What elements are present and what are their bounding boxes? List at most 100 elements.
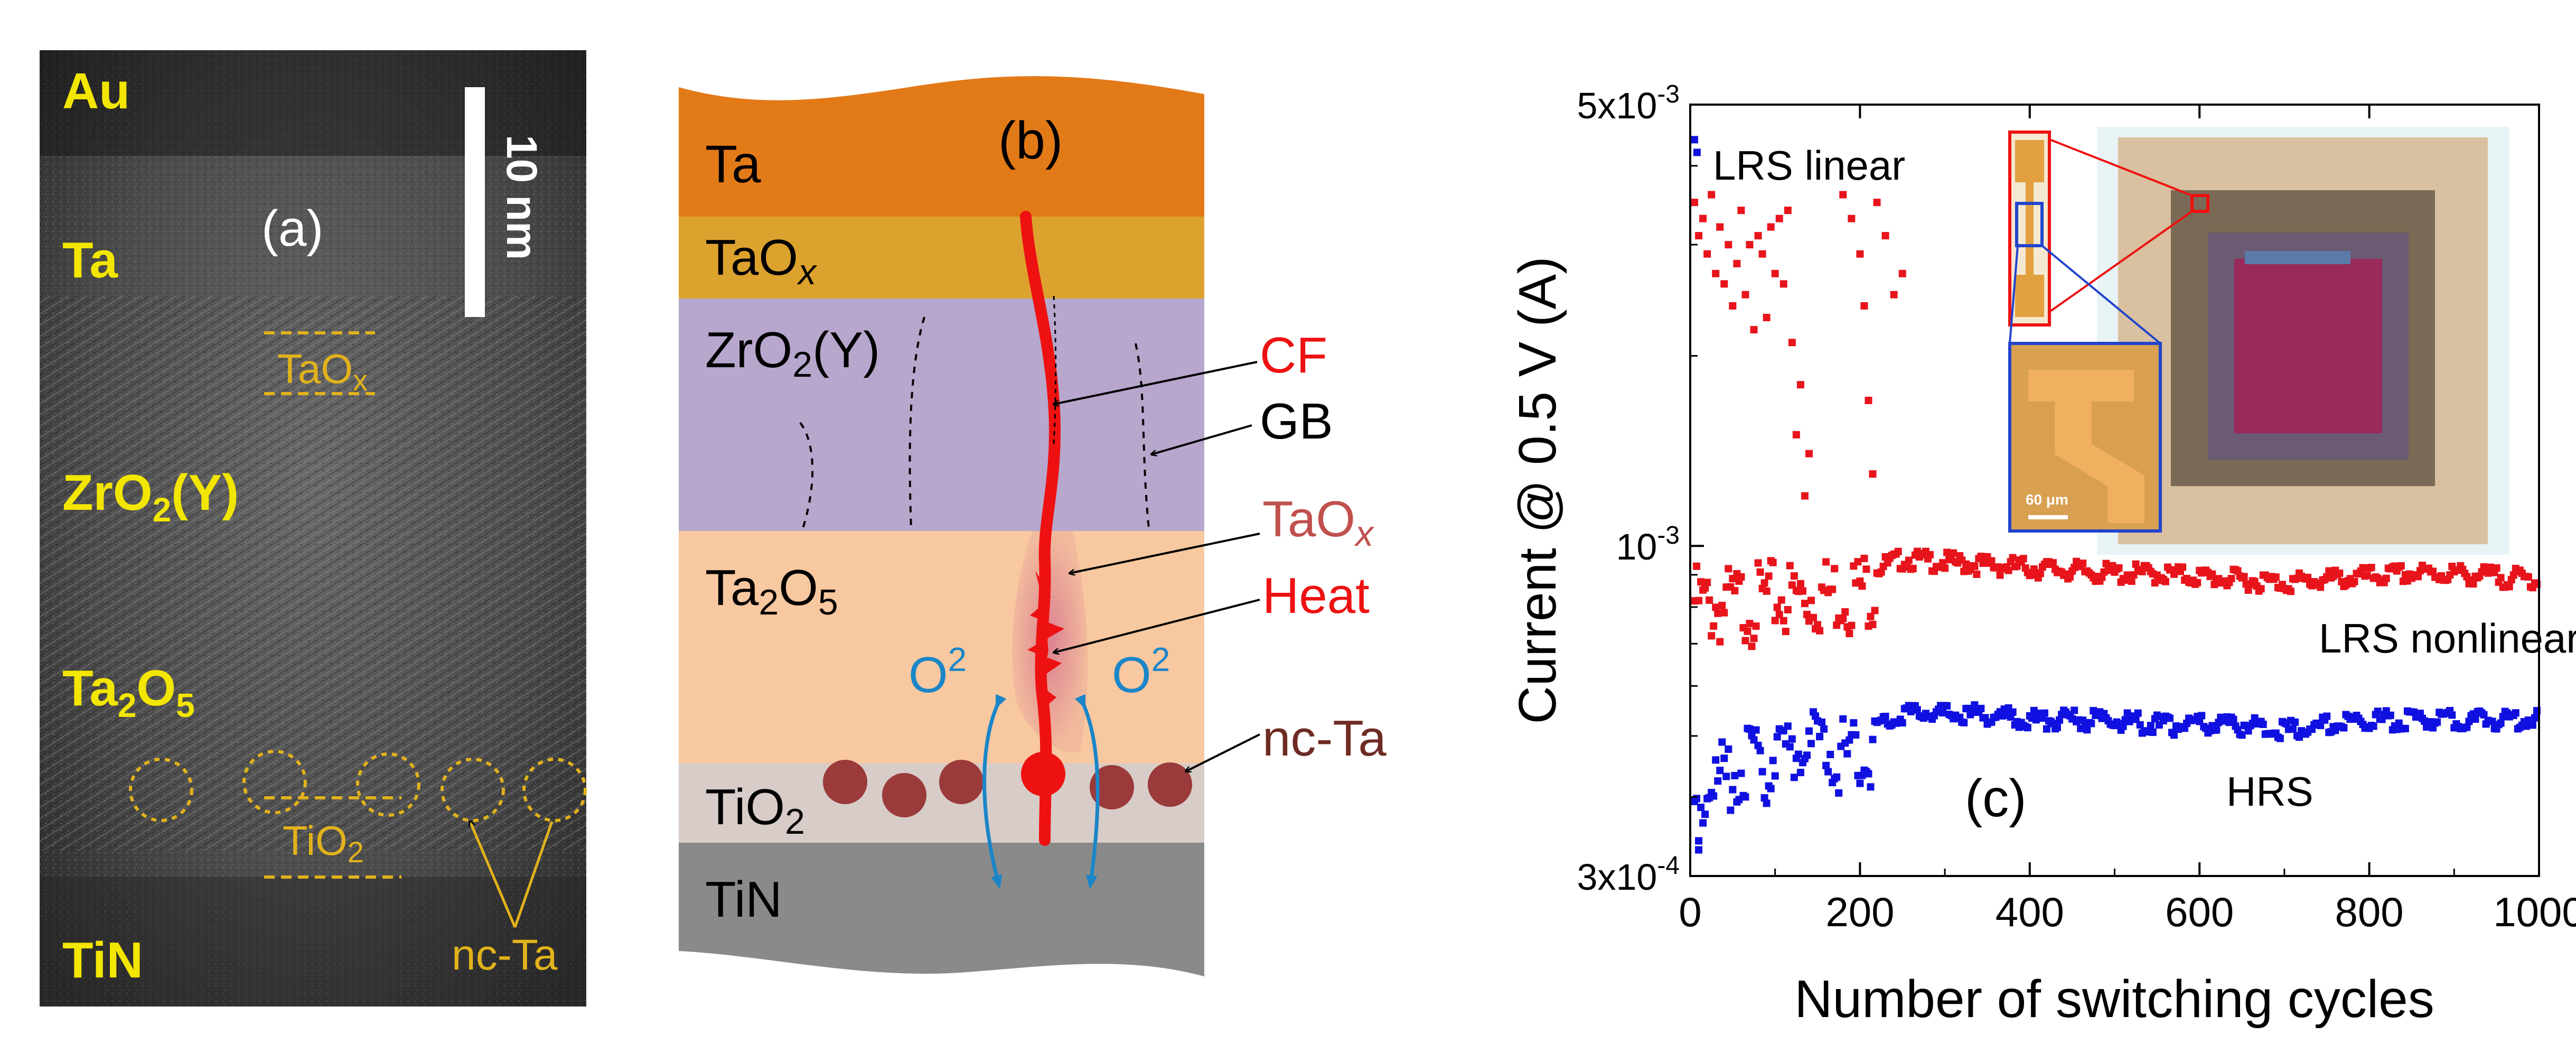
data-point [2497,719,2505,727]
data-point [1784,207,1792,215]
data-point [2363,572,2371,580]
inset-zoom-line [2030,131,2193,197]
data-point [2170,731,2178,739]
data-point [2276,734,2284,742]
layer-label-zro2: ZrO2(Y) [705,322,880,385]
layer-taox [679,217,1204,299]
data-point [1894,547,1902,555]
data-point [1869,620,1877,628]
tem-tin-layer [40,877,586,1007]
label-taox: TaOx [1262,491,1374,554]
layer-zro2 [679,299,1204,531]
series-lrs [1691,547,2541,650]
data-point [1716,223,1724,231]
data-point [1763,587,1771,595]
data-point [1729,302,1737,310]
layer-ta [679,76,1204,217]
layer-label-taox: TaOx [705,229,817,292]
layer-label-ta: Ta [62,232,118,288]
data-point [1708,191,1716,199]
nc-ta-particle [1148,762,1192,807]
data-point [2079,560,2087,567]
data-point [2524,573,2532,581]
tem-lattice-fringes [40,296,586,851]
micrograph-scale-label: 60 μm [2026,491,2068,508]
data-point [1782,628,1790,636]
data-point [2374,707,2382,715]
data-point [1746,725,1754,733]
data-point [1767,223,1775,231]
data-point [1869,470,1877,478]
label-oxygen-left: O2 [908,640,967,703]
data-point [1973,570,1981,578]
data-point [2304,573,2312,581]
data-point [1829,585,1837,593]
data-point [1695,837,1703,845]
data-point [1801,600,1809,608]
series-hrs-outliers [1691,136,1703,854]
data-point [1750,736,1758,744]
data-point [1790,572,1798,580]
data-point [1731,771,1739,779]
data-point [1703,250,1711,258]
data-point [2054,723,2062,731]
x-tick-label: 0 [1679,889,1701,935]
data-point [1693,148,1701,156]
data-point [1763,799,1771,807]
nc-ta-circle [441,758,505,822]
data-point [1769,558,1777,566]
annotation-lrs-linear: LRS linear [1713,142,1905,189]
data-point [1744,627,1751,635]
data-point [2323,712,2331,720]
annotation-lrs-nonlinear: LRS nonlinear [2319,615,2576,661]
data-point [1712,603,1720,611]
data-point [2147,722,2155,730]
data-point [2382,574,2390,582]
nc-ta-particle [882,773,926,817]
panel-label-b: (b) [998,111,1063,170]
data-point [2244,586,2252,594]
nc-ta-particle [939,760,983,804]
data-point [2272,573,2280,581]
label-oxygen-right: O2 [1112,640,1170,703]
data-point [2161,577,2169,585]
data-point [1784,606,1792,614]
data-point [1867,783,1875,791]
data-point [2119,722,2127,730]
data-point [1843,750,1851,758]
data-point [1725,565,1732,573]
data-point [1803,611,1811,619]
data-point [1710,792,1718,800]
data-point [2497,574,2505,582]
data-point [1754,232,1762,240]
nc-ta-circle [129,758,193,822]
panel-b: Ta TaOx ZrO2(Y) Ta2O5 TiO2 TiN (b) CF GB… [679,76,1387,976]
device-micrograph-pattern [2028,370,2144,523]
data-point [1752,622,1760,630]
data-point [2004,566,2012,574]
chart-axes: 0 200 400 600 800 1000 5x10-3 10-3 3x10-4 [1577,80,2576,935]
data-point [1898,269,1906,277]
y-tick-label: 5x10-3 [1577,80,1680,126]
data-point [1881,713,1889,721]
data-point [1979,559,1987,567]
data-point [1769,757,1777,765]
data-point [1796,381,1804,389]
data-point [1856,779,1864,787]
y-axis-label: Current @ 0.5 V (A) [1508,256,1567,724]
data-point [1765,572,1773,580]
data-point [1913,706,1921,714]
data-point [1860,554,1868,562]
device-zoom-box [2015,202,2044,247]
layer-label-au: Au [62,63,130,119]
tem-au-layer [40,50,586,156]
layer-label-ta2o5: Ta2O5 [705,560,838,622]
data-point [1824,768,1832,776]
data-point [1750,326,1758,334]
data-point [1803,751,1811,759]
data-point [1741,291,1749,299]
data-point [2079,716,2087,724]
micrograph-scale-bar [2028,515,2068,519]
chip-photo-inset: 60 μm [2008,127,2509,555]
